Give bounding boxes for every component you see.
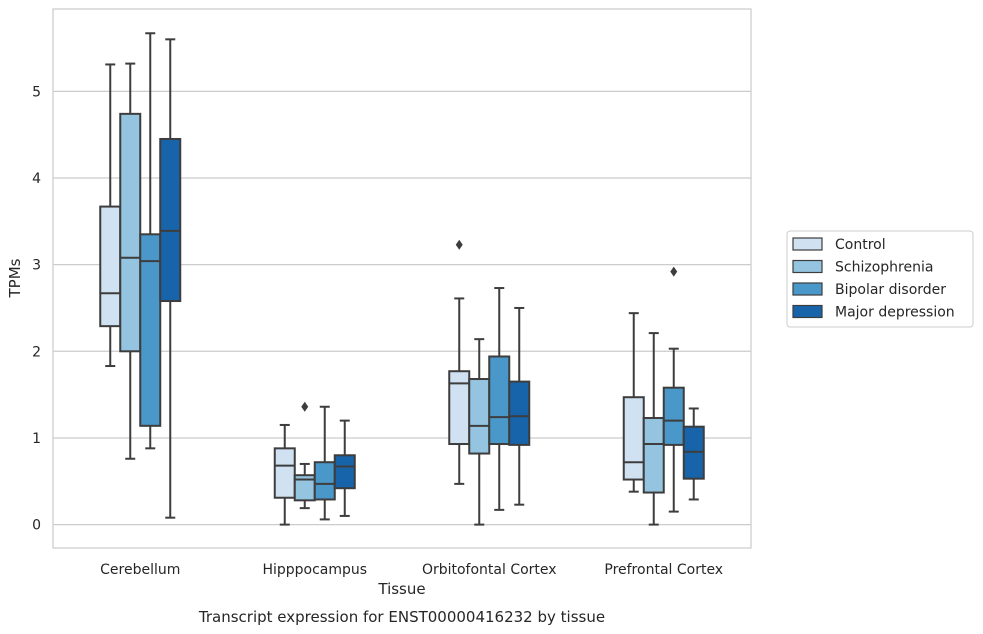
- box-iqr: [488, 355, 511, 446]
- legend-label: Schizophrenia: [835, 260, 933, 276]
- legend-label: Control: [835, 237, 886, 253]
- box-iqr: [508, 380, 531, 446]
- x-tick-labels: Cerebellum Hipppocampus Orbitofontal Corte…: [100, 562, 723, 578]
- boxes: [99, 32, 705, 526]
- y-tick-label: 2: [32, 344, 41, 360]
- box-control: [622, 312, 645, 493]
- box-control: [99, 63, 122, 368]
- outlier-point: [301, 401, 309, 412]
- box-iqr: [333, 454, 356, 490]
- box-iqr: [99, 205, 122, 328]
- box-schizophrenia: [642, 332, 665, 526]
- legend-item: Schizophrenia: [792, 259, 933, 276]
- y-axis-label: TPMs: [6, 258, 24, 298]
- legend-label: Bipolar disorder: [835, 282, 946, 298]
- box-iqr: [273, 447, 296, 499]
- outlier-point: [455, 239, 463, 250]
- x-tick-label: Hipppocampus: [262, 562, 367, 578]
- box-schizophrenia: [119, 62, 142, 460]
- box-bipolar-disorder: [313, 405, 336, 521]
- x-tick-label: Prefrontal Cortex: [604, 562, 723, 578]
- legend-label: Major depression: [835, 305, 955, 321]
- x-tick-label: Cerebellum: [100, 562, 180, 578]
- box-iqr: [139, 233, 162, 427]
- y-tick-label: 1: [32, 431, 41, 447]
- legend: Control Schizophrenia Bipolar disorder Majo…: [786, 230, 974, 328]
- box-major-depression: [682, 407, 705, 501]
- box-iqr: [448, 370, 471, 446]
- legend-item: Bipolar disorder: [792, 282, 946, 298]
- legend-swatch: [792, 304, 823, 319]
- box-bipolar-disorder: [488, 287, 511, 511]
- y-tick-label: 0: [32, 518, 41, 534]
- box-control: [448, 239, 471, 485]
- y-tick-label: 5: [32, 84, 41, 100]
- y-tick-labels: 0 1 2 3 4 5: [32, 84, 41, 533]
- box-major-depression: [333, 419, 356, 517]
- legend-swatch: [792, 259, 823, 274]
- box-bipolar-disorder: [662, 266, 685, 513]
- legend-item: Control: [792, 237, 886, 253]
- outlier-point: [670, 266, 678, 277]
- box-major-depression: [159, 38, 182, 519]
- legend-swatch: [792, 237, 823, 251]
- legend-item: Major depression: [792, 304, 955, 321]
- box-iqr: [662, 386, 685, 446]
- x-tick-label: Orbitofontal Cortex: [422, 562, 557, 578]
- box-iqr: [622, 396, 645, 481]
- box-bipolar-disorder: [139, 32, 162, 450]
- box-iqr: [468, 378, 491, 455]
- box-iqr: [642, 417, 665, 494]
- box-schizophrenia: [468, 338, 491, 526]
- y-tick-label: 3: [32, 258, 41, 274]
- box-control: [273, 423, 296, 526]
- y-tick-label: 4: [32, 171, 41, 187]
- plot-frame: [52, 8, 752, 549]
- legend-swatch: [792, 282, 823, 296]
- box-major-depression: [508, 306, 531, 506]
- figure-caption: Transcript expression for ENST0000041623…: [198, 608, 605, 626]
- box-iqr: [119, 112, 142, 353]
- x-axis-label: Tissue: [377, 580, 425, 598]
- box-iqr: [313, 461, 336, 501]
- box-schizophrenia: [293, 401, 316, 510]
- legend-frame: [786, 230, 974, 328]
- box-iqr: [159, 137, 182, 303]
